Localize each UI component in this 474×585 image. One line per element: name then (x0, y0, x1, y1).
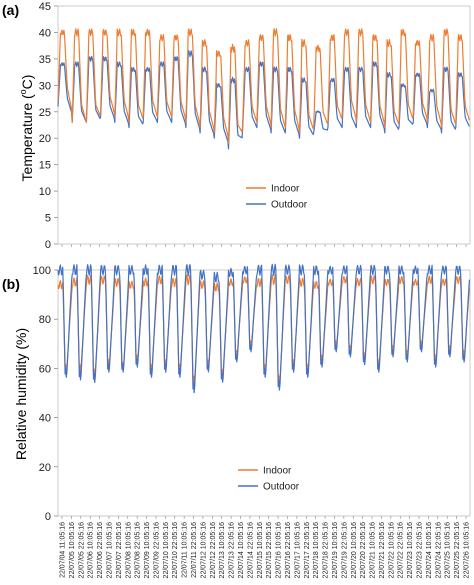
humidity-y-tick-label: 60 (39, 363, 51, 375)
temp-y-tick-label: 0 (45, 239, 51, 251)
humidity-x-tick-label: 22/07/04 11:05:16 (60, 522, 67, 578)
humidity-y-tick-label: 20 (39, 462, 51, 474)
humidity-x-tick-label: 22/07/21 22:05:16 (379, 522, 386, 579)
temp-y-tick-label: 10 (39, 186, 51, 198)
humidity-legend-label-indoor: Indoor (263, 466, 292, 477)
humidity-x-tick-label: 22/07/07 10:05:16 (107, 522, 114, 579)
humidity-x-tick-label: 22/07/11 22:05:16 (191, 522, 198, 578)
panel-label-a: (a) (2, 2, 19, 18)
humidity-x-tick-label: 22/07/22 22:05:16 (398, 522, 405, 579)
temp-series-indoor-line (57, 28, 470, 145)
temp-y-tick-label: 25 (39, 107, 51, 119)
humidity-chart: (b) Relative humidity (%) 0 20 40 60 80 100 I… (2, 263, 471, 579)
humidity-x-tick-label: 22/07/10 22:05:16 (172, 522, 179, 579)
temperature-axis-title: Temperature (oC) (18, 75, 35, 182)
humidity-x-tick-label: 22/07/19 22:05:16 (341, 522, 348, 579)
humidity-plot-frame (57, 269, 471, 517)
humidity-x-tick-label: 22/07/16 22:05:16 (285, 522, 292, 579)
temp-y-tick-label: 30 (39, 80, 51, 92)
humidity-x-tick-label: 22/07/08 22:05:16 (135, 522, 142, 579)
humidity-x-tick-label: 22/07/25 22:05:16 (454, 522, 461, 579)
humidity-y-tick-label: 0 (45, 511, 51, 523)
humidity-x-tick-label: 22/07/07 22:05:16 (116, 522, 123, 579)
humidity-x-tick-label: 22/07/05 22:05:16 (78, 522, 85, 579)
humidity-x-tick-label: 22/07/13 22:05:16 (229, 522, 236, 579)
temp-y-tick-label: 35 (39, 54, 51, 66)
temp-y-tick-label: 45 (39, 1, 51, 13)
humidity-x-tick-label: 22/07/20 22:05:16 (360, 522, 367, 579)
temperature-chart: (a) Temperature (oC) 051015202530354045 … (2, 1, 471, 251)
humidity-x-tick-label: 22/07/06 10:05:16 (88, 522, 95, 579)
humidity-x-tick-label: 22/07/17 22:05:16 (304, 522, 311, 579)
humidity-x-tick-label: 22/07/23 22:05:16 (417, 522, 424, 579)
humidity-series-outdoor-line (57, 263, 470, 394)
humidity-x-tick-label: 22/07/09 10:05:16 (144, 522, 151, 579)
temp-plot-frame (57, 5, 471, 245)
humidity-y-tick-label: 80 (39, 314, 51, 326)
humidity-x-tick-label: 22/07/21 10:05:16 (370, 522, 377, 579)
humidity-y-tick-label: 40 (39, 413, 51, 425)
humidity-x-tick-label: 22/07/25 10:05:16 (445, 522, 452, 579)
temp-y-tick-label: 5 (45, 213, 51, 225)
temp-legend-label-indoor: Indoor (271, 184, 300, 195)
temp-y-tick-label: 15 (39, 160, 51, 172)
temp-legend-label-outdoor: Outdoor (271, 200, 308, 211)
humidity-x-tick-label: 22/07/05 10:05:16 (69, 522, 76, 579)
humidity-x-tick-label: 22/07/18 10:05:16 (313, 522, 320, 579)
humidity-x-tick-label: 22/07/26 10:05:16 (464, 522, 471, 579)
humidity-x-tick-label: 22/07/10 10:05:16 (163, 522, 170, 579)
humidity-x-tick-label: 22/07/19 10:05:16 (332, 522, 339, 579)
humidity-x-tick-label: 22/07/15 10:05:16 (257, 522, 264, 579)
humidity-x-tick-label: 22/07/12 10:05:16 (200, 522, 207, 579)
humidity-x-tick-label: 22/07/22 10:05:16 (388, 522, 395, 579)
humidity-x-tick-label: 22/07/17 10:05:16 (294, 522, 301, 579)
temp-y-tick-label: 40 (39, 27, 51, 39)
humidity-x-tick-label: 22/07/14 10:05:16 (238, 522, 245, 579)
panel-label-b: (b) (2, 276, 20, 292)
humidity-x-tick-label: 22/07/24 10:05:16 (426, 522, 433, 579)
humidity-x-tick-label: 22/07/06 22:05:16 (97, 522, 104, 579)
humidity-x-tick-label: 22/07/18 22:05:16 (323, 522, 330, 579)
temp-y-tick-label: 20 (39, 133, 51, 145)
humidity-x-tick-label: 22/07/24 22:05:16 (435, 522, 442, 579)
humidity-x-tick-label: 22/07/23 10:05:16 (407, 522, 414, 579)
humidity-x-tick-label: 22/07/12 22:05:16 (210, 522, 217, 579)
humidity-axis-title: Relative humidity (%) (13, 328, 29, 460)
humidity-x-tick-label: 22/07/09 22:05:16 (154, 522, 161, 579)
humidity-x-tick-label: 22/07/14 22:05:16 (247, 522, 254, 579)
humidity-x-tick-label: 22/07/20 10:05:16 (351, 522, 358, 579)
humidity-x-tick-label: 22/07/08 10:05:16 (125, 522, 132, 579)
humidity-legend-label-outdoor: Outdoor (263, 482, 300, 493)
humidity-x-tick-label: 22/07/13 10:05:16 (219, 522, 226, 579)
humidity-x-tick-label: 22/07/16 10:05:16 (276, 522, 283, 579)
humidity-y-tick-label: 100 (33, 265, 51, 277)
temp-series-outdoor-line (57, 50, 470, 150)
humidity-x-tick-label: 22/07/11 10:05:16 (182, 522, 189, 578)
humidity-x-tick-label: 22/07/15 22:05:16 (266, 522, 273, 579)
